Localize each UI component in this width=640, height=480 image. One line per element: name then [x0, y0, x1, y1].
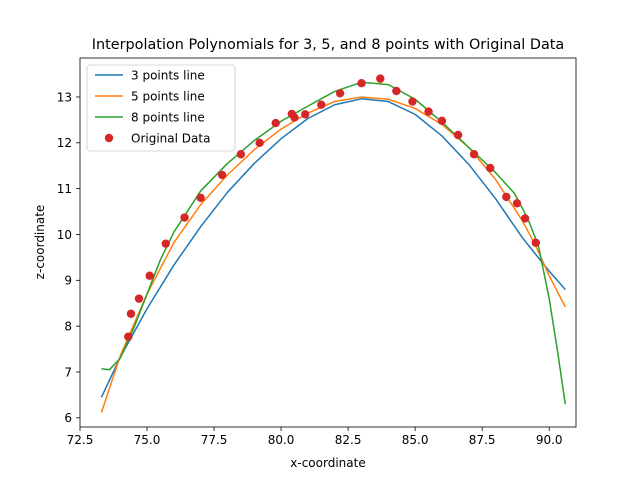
data-point: [161, 239, 170, 248]
data-point: [124, 332, 133, 341]
data-point: [255, 138, 264, 147]
y-axis-ticks: 6 7 8 9 10 11 12 13: [57, 90, 80, 425]
data-point: [408, 97, 417, 106]
data-point: [376, 74, 385, 83]
data-point: [424, 107, 433, 116]
x-tick-label: 72.5: [67, 433, 94, 447]
x-tick-label: 77.5: [201, 433, 228, 447]
legend-label: Original Data: [131, 131, 210, 145]
data-point: [486, 163, 495, 173]
data-point: [236, 150, 246, 159]
data-point: [512, 199, 522, 208]
legend-box: [86, 64, 236, 152]
data-point: [453, 130, 463, 140]
series-layer: [100, 74, 567, 413]
x-tick-label: 90.0: [536, 433, 563, 447]
plot-frame: [79, 57, 577, 428]
y-tick-label: 8: [64, 319, 72, 333]
data-point: [469, 150, 479, 159]
legend-label: 3 points line: [131, 68, 205, 82]
data-point: [502, 192, 511, 202]
legend-swatch: [104, 133, 114, 143]
x-axis-label: x-coordinate: [290, 456, 365, 470]
legend: 3 points line 5 points line 8 points line O…: [86, 64, 236, 152]
data-point: [180, 213, 189, 222]
data-point: [437, 116, 447, 126]
x-axis-ticks: 72.5 75.0 77.5 80.0 82.5 85.0 87.5 90.0: [67, 427, 563, 447]
y-tick-label: 11: [57, 182, 72, 196]
legend-label: 8 points line: [131, 110, 205, 124]
y-tick-label: 10: [57, 228, 72, 242]
data-point: [196, 193, 205, 203]
y-axis-label: z-coordinate: [33, 205, 47, 280]
data-point: [217, 170, 227, 180]
y-tick-label: 13: [57, 90, 72, 104]
chart-title: Interpolation Polynomials for 3, 5, and …: [92, 37, 564, 53]
data-point: [520, 214, 530, 223]
x-tick-label: 82.5: [335, 433, 362, 447]
data-point: [335, 89, 345, 98]
x-tick-label: 87.5: [469, 433, 496, 447]
series-line-1: [100, 98, 566, 398]
data-point: [531, 238, 540, 247]
data-point: [317, 100, 326, 109]
legend-label: 5 points line: [131, 89, 205, 103]
data-point: [134, 294, 144, 303]
data-point: [271, 118, 280, 128]
x-tick-label: 80.0: [268, 433, 295, 447]
y-tick-label: 9: [64, 274, 72, 288]
data-point: [392, 86, 401, 96]
series-line-2: [100, 96, 566, 413]
data-point: [301, 110, 310, 119]
data-point: [145, 271, 154, 280]
x-tick-label: 85.0: [402, 433, 429, 447]
x-tick-label: 75.0: [134, 433, 161, 447]
data-point: [290, 113, 299, 122]
data-point: [357, 79, 366, 88]
y-tick-label: 12: [57, 136, 72, 150]
data-point: [126, 309, 136, 318]
y-tick-label: 7: [64, 365, 72, 379]
y-tick-label: 6: [64, 411, 72, 425]
